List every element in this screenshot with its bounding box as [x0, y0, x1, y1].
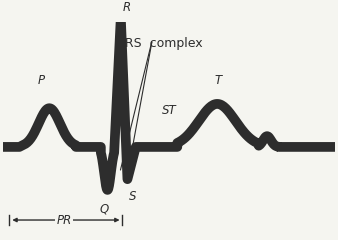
Text: R: R: [123, 1, 131, 14]
Text: ST: ST: [162, 104, 176, 117]
Text: PR: PR: [57, 214, 72, 227]
Text: T: T: [215, 74, 222, 87]
Text: S: S: [128, 190, 136, 203]
Text: QRS  complex: QRS complex: [115, 37, 203, 50]
Text: Q: Q: [99, 203, 108, 216]
Text: P: P: [38, 74, 45, 87]
